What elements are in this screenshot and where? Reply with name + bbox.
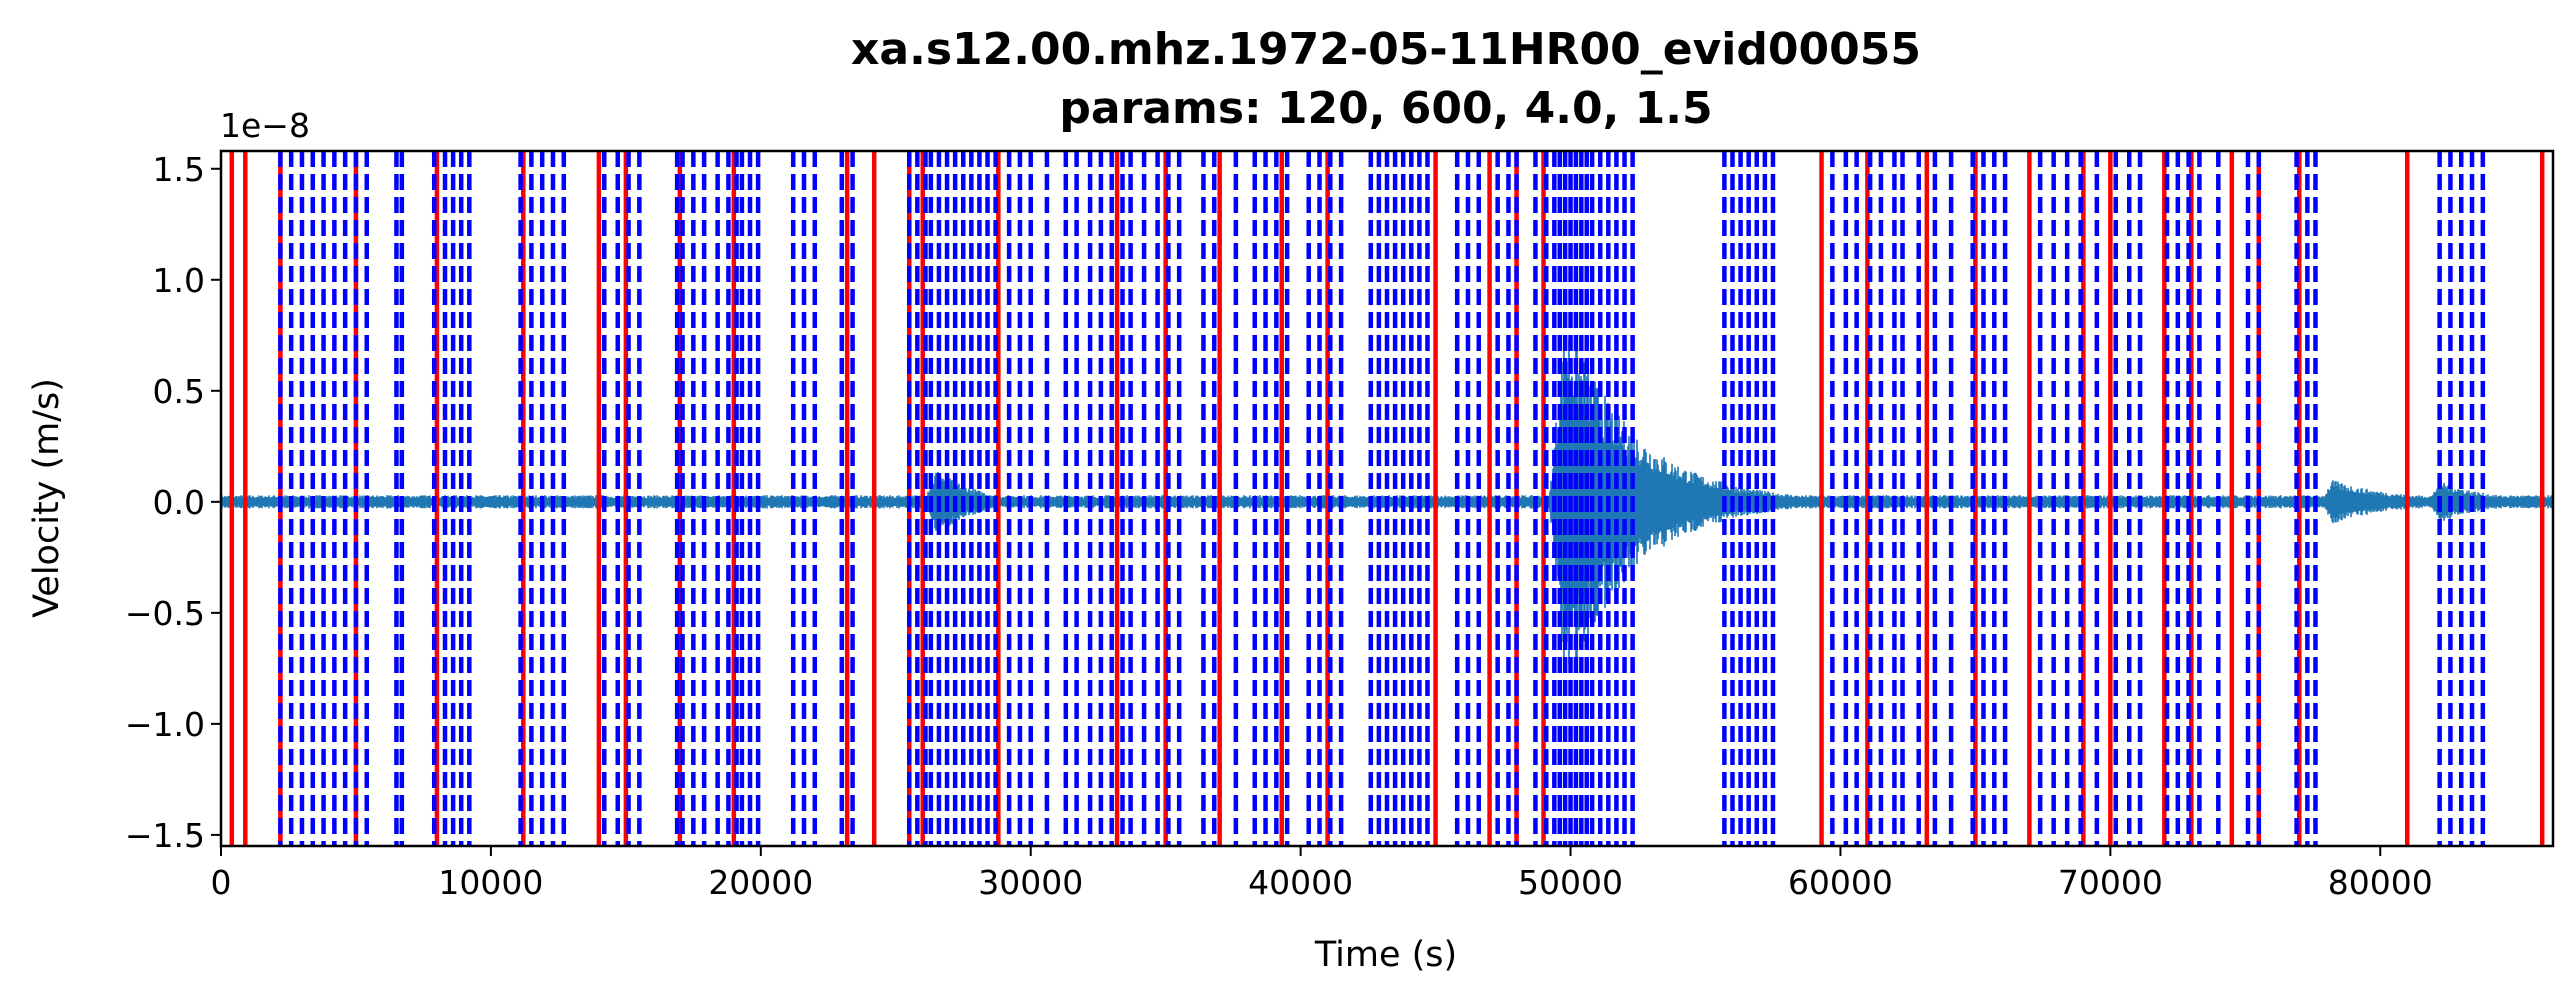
x-axis-label: Time (s) — [1314, 935, 1457, 975]
x-axis: 0 10000 20000 30000 40000 50000 60000 70000 8000… — [211, 846, 2433, 902]
y-axis: −1.5 −1.0 −0.5 0.0 0.5 1.0 1.5 — [125, 150, 221, 855]
x-tick-label: 50000 — [1518, 863, 1623, 902]
y-axis-label: Velocity (m/s) — [27, 378, 67, 618]
plot-frame — [219, 149, 2555, 848]
plot-area — [221, 151, 2553, 846]
trigger-off-lines — [278, 151, 2486, 846]
y-tick-label: −1.5 — [125, 816, 205, 855]
x-tick-label: 80000 — [2328, 863, 2433, 902]
chart-subtitle: params: 120, 600, 4.0, 1.5 — [1059, 83, 1712, 134]
chart-title: xa.s12.00.mhz.1972-05-11HR00_evid00055 — [851, 24, 1921, 75]
x-tick-label: 30000 — [978, 863, 1083, 902]
y-scale-offset-label: 1e−8 — [220, 106, 310, 145]
x-tick-label: 10000 — [438, 863, 543, 902]
x-tick-label: 70000 — [2058, 863, 2163, 902]
y-tick-label: 0.5 — [153, 372, 205, 411]
x-tick-label: 0 — [211, 863, 232, 902]
y-tick-label: 1.5 — [153, 150, 205, 189]
x-tick-label: 60000 — [1788, 863, 1893, 902]
y-tick-label: −0.5 — [125, 594, 205, 633]
x-tick-label: 40000 — [1248, 863, 1353, 902]
y-tick-label: 0.0 — [153, 483, 205, 522]
y-tick-label: 1.0 — [153, 261, 205, 300]
x-tick-label: 20000 — [708, 863, 813, 902]
y-tick-label: −1.0 — [125, 705, 205, 744]
